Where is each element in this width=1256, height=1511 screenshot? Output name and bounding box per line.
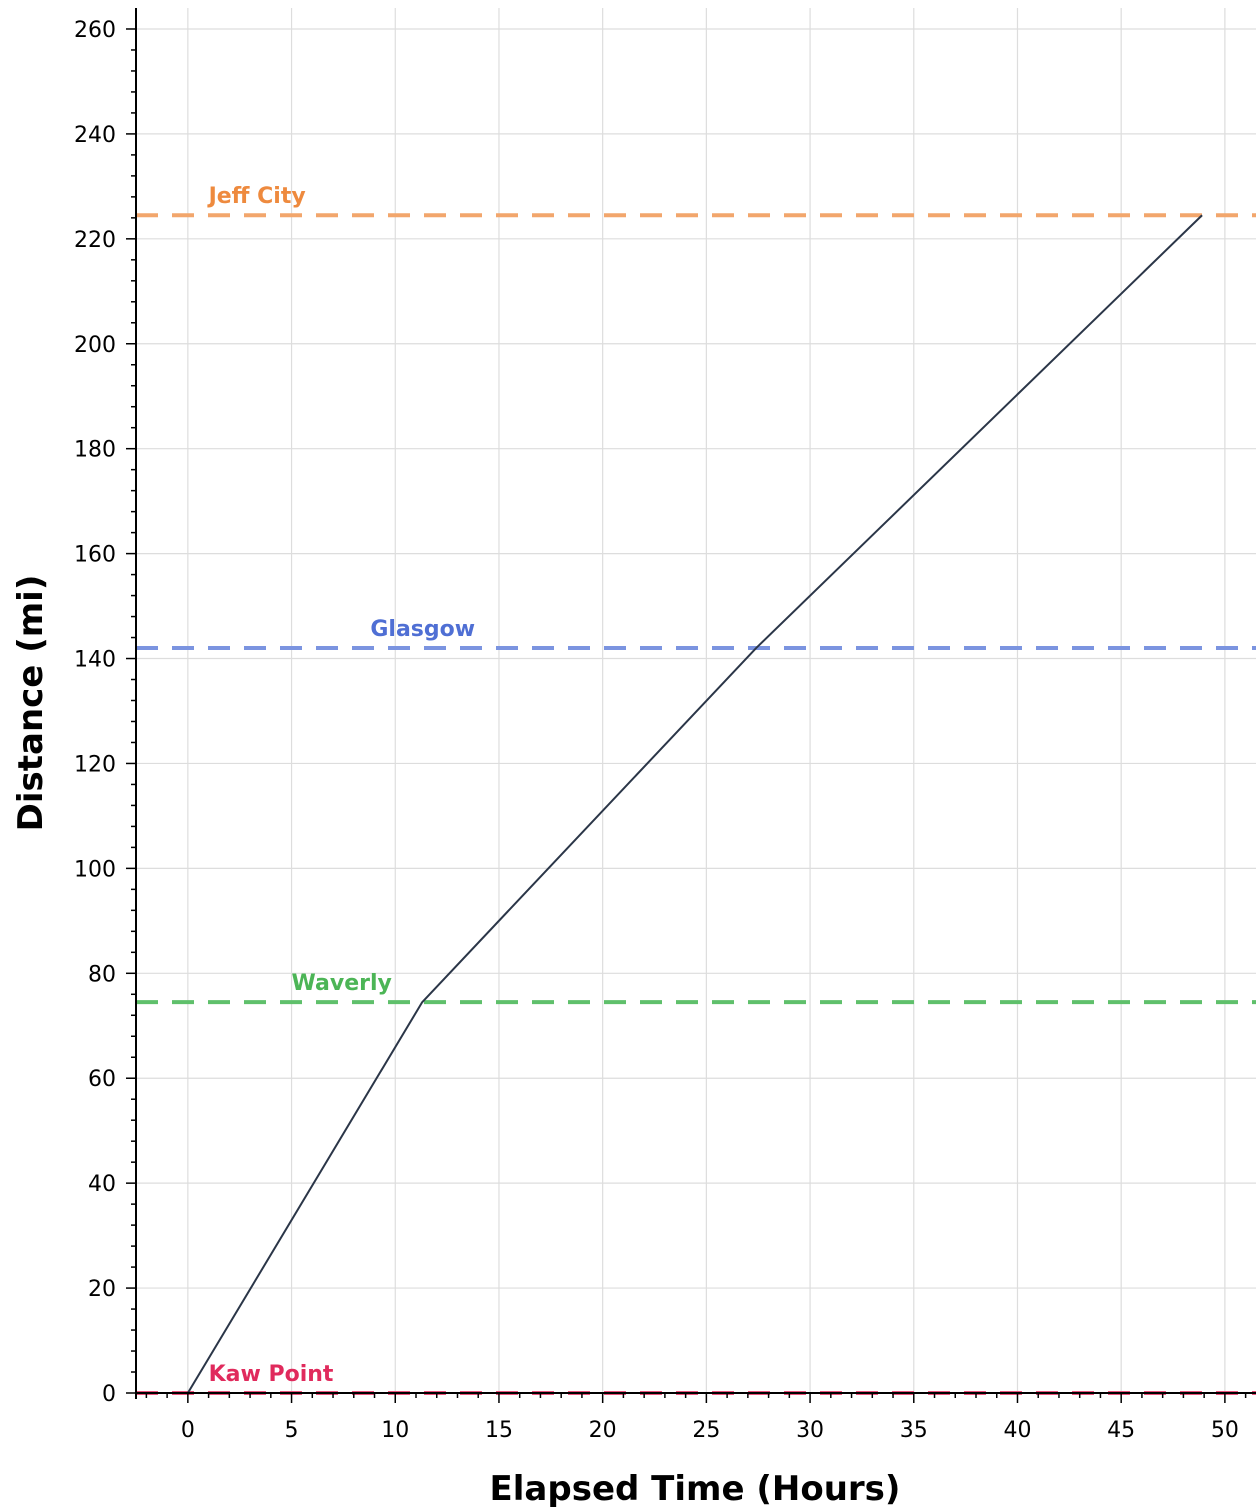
y-tick-label-11: 220 [74, 228, 116, 253]
y-tick-label-0: 0 [102, 1382, 116, 1407]
y-tick-label-4: 80 [88, 962, 116, 987]
y-tick-label-2: 40 [88, 1172, 116, 1197]
x-tick-label-8: 40 [1003, 1418, 1031, 1443]
reference-label-1: Waverly [292, 971, 392, 996]
x-tick-label-4: 20 [589, 1418, 617, 1443]
grid-lines [136, 8, 1256, 1394]
y-tick-label-12: 240 [74, 123, 116, 148]
reference-label-2: Glasgow [370, 617, 475, 642]
x-tick-label-2: 10 [381, 1418, 409, 1443]
x-tick-label-5: 25 [692, 1418, 720, 1443]
x-tick-label-0: 0 [181, 1418, 195, 1443]
reference-label-0: Kaw Point [209, 1362, 334, 1387]
x-tick-label-9: 45 [1107, 1418, 1135, 1443]
y-tick-label-7: 140 [74, 648, 116, 673]
y-tick-label-5: 100 [74, 857, 116, 882]
y-tick-label-9: 180 [74, 438, 116, 463]
y-tick-label-8: 160 [74, 543, 116, 568]
axes [126, 8, 1256, 1403]
y-tick-label-13: 260 [74, 18, 116, 43]
x-tick-label-6: 30 [796, 1418, 824, 1443]
series-line-0 [186, 214, 1203, 1394]
y-tick-label-6: 120 [74, 752, 116, 777]
y-tick-label-3: 60 [88, 1067, 116, 1092]
tick-labels: 0 5 10 15 20 25 30 35 40 45 50 0 20 40 60 80 100 120 140 16… [74, 18, 1239, 1443]
y-tick-label-10: 200 [74, 333, 116, 358]
x-tick-label-3: 15 [485, 1418, 513, 1443]
x-tick-label-7: 35 [900, 1418, 928, 1443]
y-tick-label-1: 20 [88, 1277, 116, 1302]
reference-label-3: Jeff City [207, 184, 306, 209]
series-lines [186, 214, 1203, 1394]
x-tick-label-1: 5 [285, 1418, 299, 1443]
y-axis-title: Distance (mi) [11, 575, 51, 832]
x-axis-title: Elapsed Time (Hours) [490, 1469, 901, 1509]
x-tick-label-10: 50 [1211, 1418, 1239, 1443]
